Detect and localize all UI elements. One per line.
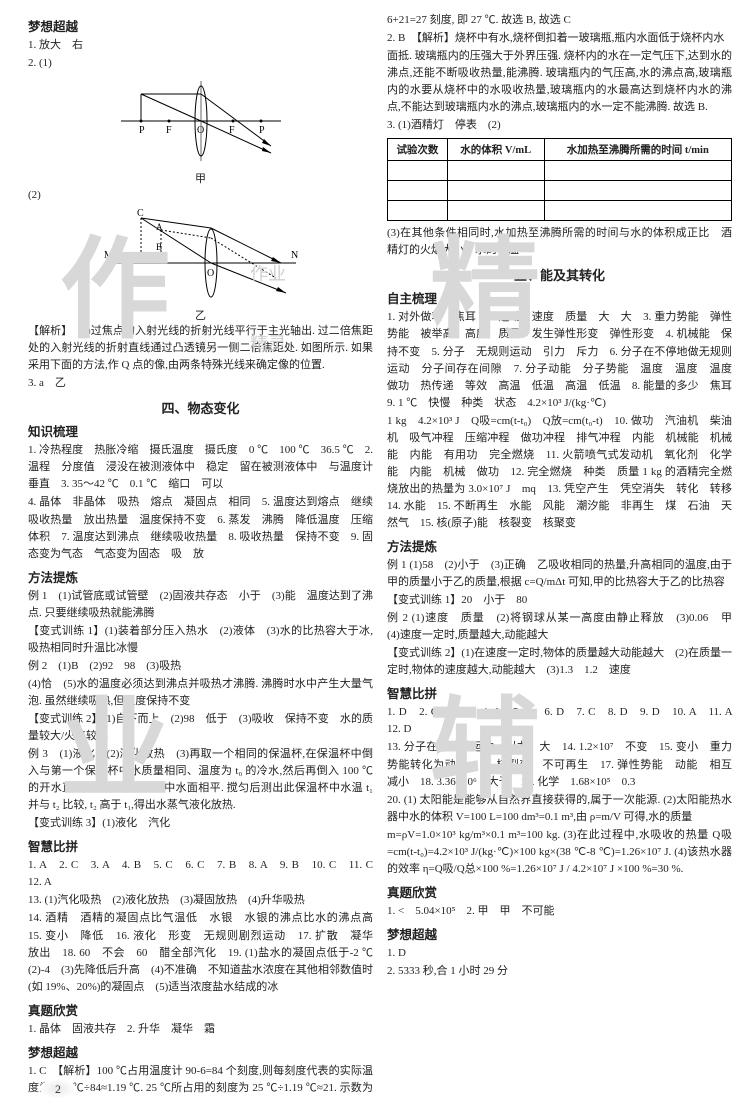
svg-text:M: M — [104, 250, 113, 261]
text-zssl-0: 1. 冷热程度 热胀冷缩 摄氏温度 摄氏度 0 ℃ 100 ℃ 36.5 ℃ 2… — [28, 442, 373, 493]
heading-zzsl: 自主梳理 — [387, 288, 732, 307]
svg-text:C: C — [137, 208, 144, 219]
text-zhbp-r2: 20. (1) 太阳能是能够从自然界直接获得的,属于一次能源. (2)太阳能热水… — [387, 792, 732, 826]
heading-zhbp-r: 智慧比拼 — [387, 683, 732, 702]
page-number: 2 — [40, 1079, 76, 1099]
text-cont-after: (3)在其他条件相同时,水加热至沸腾所需的时间与水的体积成正比 酒精灯的火焰大小… — [387, 225, 732, 259]
heading-fftl: 方法提炼 — [28, 567, 373, 586]
heading-fftl-r: 方法提炼 — [387, 536, 732, 555]
svg-text:N: N — [291, 250, 298, 261]
heading-section4: 四、物态变化 — [28, 398, 373, 417]
caption-lens1: 甲 — [28, 170, 373, 186]
experiment-table: 试验次数 水的体积 V/mL 水加热至沸腾所需的时间 t/min — [387, 138, 732, 221]
text-analysis: 【解析】 (1)过焦点的入射光线的折射光线平行于主光轴出. 过二倍焦距处的入射光… — [28, 323, 373, 374]
text-mxcy-r0: 1. D — [387, 945, 732, 962]
text-fftl-4: 【变式训练 2】(1)自下而上 (2)98 低于 (3)吸收 保持不变 水的质量… — [28, 711, 373, 745]
svg-text:P: P — [259, 125, 265, 136]
caption-lens2: 乙 — [28, 307, 373, 323]
text-q2-label: 2. (1) — [28, 55, 373, 72]
heading-ztxs-r: 真题欣赏 — [387, 882, 732, 901]
svg-text:P: P — [139, 125, 145, 136]
svg-text:B: B — [156, 242, 162, 252]
text-fftl-r3: 【变式训练 2】(1)在速度一定时,物体的质量越大动能越大 (2)在质量一定时,… — [387, 645, 732, 679]
heading-mxcy2: 梦想超越 — [28, 1042, 373, 1061]
text-fftl-r1: 【变式训练 1】20 小于 80 — [387, 592, 732, 609]
text-mxcy2-1: 2. B 【解析】烧杯中有水,烧杯倒扣着一玻璃瓶,瓶内水面低于烧杯内水 — [387, 30, 732, 47]
text-fftl-5: 例 3 (1)液化 (2)液化放热 (3)再取一个相同的保温杯,在保温杯中倒入与… — [28, 746, 373, 814]
text-fftl-0: 例 1 (1)试管底或试管壁 (2)固液共存态 小于 (3)能 温度达到了沸点.… — [28, 588, 373, 622]
heading-zhbp-l: 智慧比拼 — [28, 836, 373, 855]
text-fftl-1: 【变式训练 1】(1)装着部分压入热水 (2)液体 (3)水的比热容大于冰,吸热… — [28, 623, 373, 657]
text-zhbp-l0: 1. A 2. C 3. A 4. B 5. C 6. C 7. B 8. A … — [28, 857, 373, 891]
heading-ztxs-l: 真题欣赏 — [28, 1000, 373, 1019]
text-zzsl-0: 1. 对外做功 焦耳 2. 运动 速度 质量 大 大 3. 重力势能 弹性势能 … — [387, 309, 732, 411]
diagram-lens-2: M N O C A B 乙 — [28, 208, 373, 323]
text-fftl-2: 例 2 (1)B (2)92 98 (3)吸热 — [28, 658, 373, 675]
text-mxcy-r1: 2. 5333 秒,合 1 小时 29 分 — [387, 963, 732, 980]
text-fftl-6: 【变式训练 3】(1)液化 汽化 — [28, 815, 373, 832]
table-row — [388, 161, 732, 181]
table-row — [388, 201, 732, 221]
text-q3: 3. a 乙 — [28, 375, 373, 392]
heading-mxcy: 梦想超越 — [28, 16, 373, 35]
table-header-1: 水的体积 V/mL — [447, 139, 544, 161]
svg-text:O: O — [197, 125, 204, 136]
heading-mxcy-r: 梦想超越 — [387, 924, 732, 943]
text-fftl-r0: 例 1 (1)58 (2)小于 (3)正确 乙吸收相同的热量,升高相同的温度,由… — [387, 557, 732, 591]
table-header-0: 试验次数 — [388, 139, 448, 161]
heading-zssl: 知识梳理 — [28, 421, 373, 440]
text-zhbp-r1: 13. 分子在不停地运动 引力 大 14. 1.2×10⁷ 不变 15. 变小 … — [387, 739, 732, 790]
text-ztxs-r0: 1. < 5.04×10⁵ 2. 甲 甲 不可能 — [387, 903, 732, 920]
table-row — [388, 181, 732, 201]
text-zhbp-r0: 1. D 2. C 3. C 4. A 5. C 6. D 7. C 8. D … — [387, 704, 732, 738]
text-zzsl-1: 1 kg 4.2×10³ J Q吸=cm(t-t₀) Q放=cm(t₀-t) 1… — [387, 413, 732, 532]
text-fftl-3: (4)恰 (5)水的温度必须达到沸点并吸热才沸腾. 沸腾时水中产生大量气泡. 虽… — [28, 676, 373, 710]
text-zhbp-l2: 14. 酒精 酒精的凝固点比气温低 水银 水银的沸点比水的沸点高 15. 变小 … — [28, 910, 373, 995]
diagram-lens-1: P F O F P 甲 — [28, 76, 373, 186]
text-ztxs-l0: 1. 晶体 固液共存 2. 升华 凝华 霜 — [28, 1021, 373, 1038]
text-zhbp-r3: m=ρV=1.0×10³ kg/m³×0.1 m³=100 kg. (3)在此过… — [387, 827, 732, 878]
text-zhbp-l1: 13. (1)汽化吸热 (2)液化放热 (3)凝固放热 (4)升华吸热 — [28, 892, 373, 909]
text-q1: 1. 放大 右 — [28, 37, 373, 54]
text-q2b-label: (2) — [28, 187, 373, 204]
svg-text:O: O — [207, 268, 214, 279]
col-right: 面抵. 玻璃瓶内的压强大于外界压强. 烧杯内的水在一定气压下,达到水的沸点,还能… — [387, 48, 732, 980]
text-cont-0: 面抵. 玻璃瓶内的压强大于外界压强. 烧杯内的水在一定气压下,达到水的沸点,还能… — [387, 48, 732, 116]
page: 梦想超越 1. 放大 右 2. (1) P F O F P — [0, 0, 750, 1115]
svg-text:F: F — [166, 125, 172, 136]
table-header-2: 水加热至沸腾所需的时间 t/min — [544, 139, 731, 161]
heading-section5: 五、能及其转化 — [387, 265, 732, 284]
text-cont-1: 3. (1)酒精灯 停表 (2) — [387, 117, 732, 134]
text-zssl-1: 4. 晶体 非晶体 吸热 熔点 凝固点 相同 5. 温度达到熔点 继续吸收热量 … — [28, 494, 373, 562]
text-fftl-r2: 例 2 (1)速度 质量 (2)将钢球从某一高度由静止释放 (3)0.06 甲 … — [387, 610, 732, 644]
